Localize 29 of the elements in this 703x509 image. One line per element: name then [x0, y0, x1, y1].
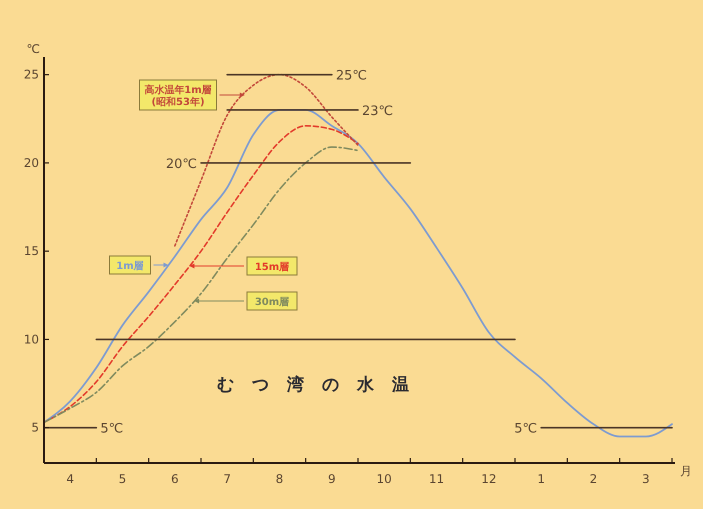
legend-label: 1m層	[116, 260, 144, 272]
text: むつ湾の水温	[217, 375, 427, 395]
series-label: 20℃	[166, 156, 197, 172]
y-tick-label: 5	[31, 420, 39, 435]
x-tick-label: 12	[481, 472, 496, 486]
legend-label: 高水温年1m層 (昭和53年)	[144, 84, 212, 108]
x-tick-label: 2	[590, 472, 598, 486]
series-label: 5℃	[100, 422, 124, 437]
y-tick-label: 10	[24, 332, 39, 346]
x-tick-label: 11	[428, 472, 444, 486]
x-tick-label: 7	[223, 472, 231, 486]
text: 30m層	[254, 296, 290, 308]
x-tick-label: 9	[328, 472, 336, 486]
x-tick-label: 4	[66, 472, 74, 486]
x-axis-title: 月	[680, 464, 692, 478]
x-tick-label: 6	[171, 472, 179, 486]
y-axis-title: ℃	[26, 42, 40, 56]
y-tick-label: 20	[24, 156, 39, 170]
series-label: 23℃	[362, 104, 394, 119]
series-label: 25℃	[336, 68, 367, 84]
x-tick-label: 3	[642, 472, 650, 486]
y-tick-label: 15	[24, 244, 39, 258]
x-tick-label: 1	[537, 472, 545, 486]
y-tick-label: 25	[24, 68, 39, 82]
series-label: 5℃	[514, 422, 538, 437]
x-tick-label: 8	[276, 472, 284, 486]
x-tick-label: 10	[376, 472, 392, 486]
text: 15m層	[254, 261, 290, 273]
x-tick-label: 5	[118, 472, 126, 486]
